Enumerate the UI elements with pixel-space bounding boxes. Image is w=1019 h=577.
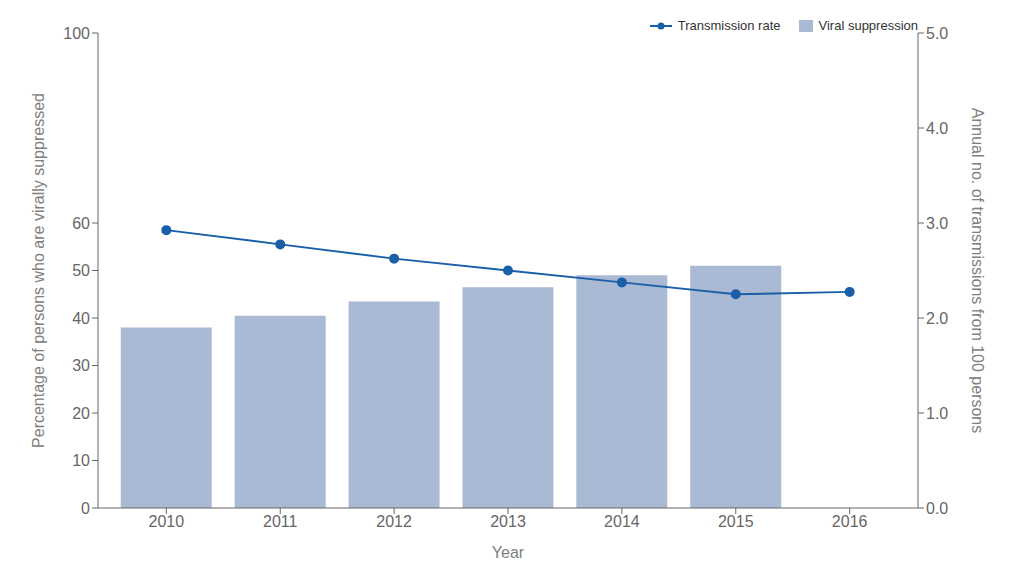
svg-text:3.0: 3.0 bbox=[926, 215, 948, 232]
svg-text:0: 0 bbox=[81, 500, 90, 517]
svg-text:4.0: 4.0 bbox=[926, 120, 948, 137]
html-text:Transmission rate: Transmission rate bbox=[677, 18, 781, 33]
svg-text:1.0: 1.0 bbox=[926, 405, 948, 422]
svg-text:2010: 2010 bbox=[149, 513, 185, 530]
svg-text:0.0: 0.0 bbox=[926, 500, 948, 517]
svg-text:2016: 2016 bbox=[832, 513, 868, 530]
svg-text:Annual no. of transmissions fr: Annual no. of transmissions from 100 per… bbox=[969, 108, 986, 434]
svg-text:100: 100 bbox=[63, 25, 90, 42]
svg-text:2.0: 2.0 bbox=[926, 310, 948, 327]
svg-text:50: 50 bbox=[72, 262, 90, 279]
svg-text:40: 40 bbox=[72, 310, 90, 327]
html-text:Viral suppression: Viral suppression bbox=[818, 18, 918, 33]
svg-text:60: 60 bbox=[72, 215, 90, 232]
svg-text:20: 20 bbox=[72, 405, 90, 422]
svg-text:30: 30 bbox=[72, 357, 90, 374]
svg-text:2015: 2015 bbox=[718, 513, 754, 530]
svg-text:2014: 2014 bbox=[604, 513, 640, 530]
svg-text:5.0: 5.0 bbox=[926, 25, 948, 42]
svg-text:Percentage of persons who are: Percentage of persons who are virally su… bbox=[30, 93, 47, 448]
svg-text:Year: Year bbox=[492, 544, 525, 561]
svg-text:2011: 2011 bbox=[263, 513, 298, 530]
svg-text:2012: 2012 bbox=[376, 513, 412, 530]
svg-text:10: 10 bbox=[72, 452, 90, 469]
svg-text:2013: 2013 bbox=[490, 513, 526, 530]
